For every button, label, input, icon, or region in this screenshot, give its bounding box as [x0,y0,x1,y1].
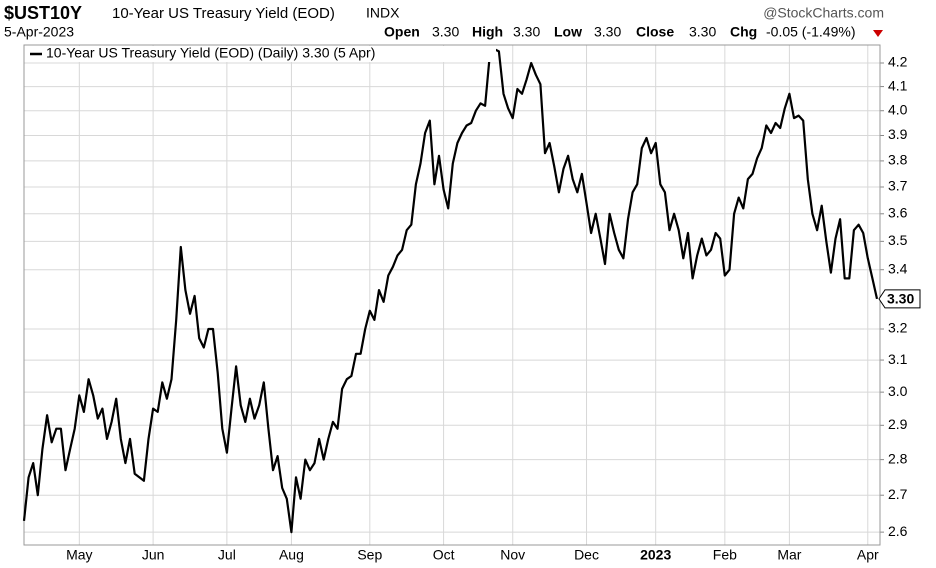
close-value: 3.30 [689,24,716,40]
low-value: 3.30 [594,24,621,40]
plot-border [23,44,881,546]
y-tick-label: 3.5 [888,232,908,248]
legend-label: 10-Year US Treasury Yield (EOD) (Daily) … [46,45,375,61]
x-tick-label: Sep [357,547,382,563]
y-tick-label: 3.8 [888,152,908,168]
open-value: 3.30 [432,24,459,40]
symbol: $UST10Y [4,3,82,23]
end-label: 3.30 [887,291,914,307]
x-tick-label: Jun [142,547,165,563]
y-tick-label: 2.7 [888,486,908,502]
x-tick-label: Feb [713,547,737,563]
x-tick-label: Dec [574,547,599,563]
y-tick-label: 3.0 [888,383,908,399]
security-name: 10-Year US Treasury Yield (EOD) [112,5,335,22]
chg-label: Chg [730,24,757,40]
x-tick-label: Apr [857,547,879,563]
open-label: Open [384,24,420,40]
chg-value: -0.05 (-1.49%) [766,24,855,40]
x-tick-label: Jul [218,547,236,563]
x-tick-label: Nov [500,547,525,563]
y-tick-label: 2.9 [888,416,908,432]
price-line [22,48,879,534]
date: 5-Apr-2023 [4,24,74,40]
low-label: Low [554,24,582,40]
x-tick-label: Aug [279,547,304,563]
end-label-box [878,289,921,309]
x-tick-label: May [66,547,92,563]
y-tick-label: 3.2 [888,320,908,336]
x-tick-label: Mar [777,547,801,563]
close-label: Close [636,24,674,40]
down-arrow [873,30,883,37]
y-tick-label: 2.8 [888,450,908,466]
y-tick-label: 3.1 [888,351,908,367]
y-tick-label: 3.4 [888,260,908,276]
y-tick-label: 2.6 [888,523,908,539]
y-tick-label: 3.7 [888,178,908,194]
y-tick-label: 3.6 [888,204,908,220]
y-tick-label: 4.1 [888,77,908,93]
y-tick-label: 3.9 [888,126,908,142]
x-tick-label: Oct [433,547,455,563]
exchange: INDX [366,5,400,21]
legend-bg [26,46,496,62]
high-label: High [472,24,503,40]
high-value: 3.30 [513,24,540,40]
y-tick-label: 4.0 [888,101,908,117]
x-tick-label: 2023 [640,547,671,563]
credit: @StockCharts.com [763,5,884,21]
y-tick-label: 4.2 [888,54,908,70]
